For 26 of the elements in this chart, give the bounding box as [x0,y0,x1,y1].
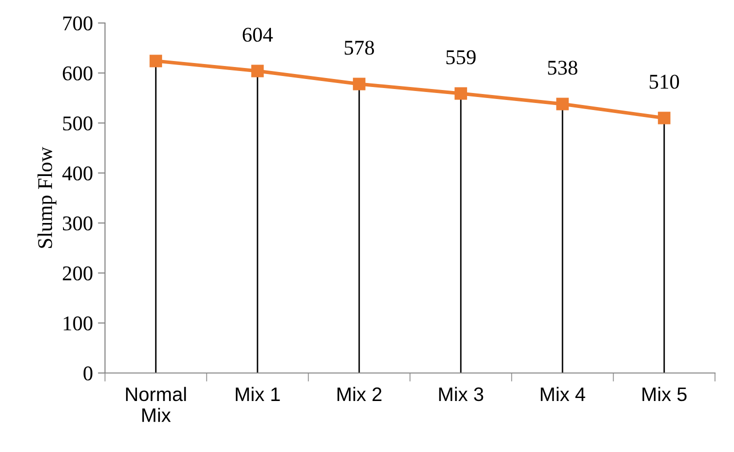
point [150,54,162,68]
data-label: 538 [548,60,578,75]
y-tick-label: 400 [62,166,92,180]
x-tick-label: Normal Mix [126,386,186,422]
x-tick-label: Mix 3 [439,386,484,402]
point [658,112,670,124]
point [251,64,264,78]
point [556,98,569,110]
y-tick-label: 200 [62,266,92,280]
y-axis-title: Slump Flow [37,146,56,248]
y-tick-label: 600 [62,66,92,80]
y-tick-label: 700 [63,16,92,30]
point [454,87,468,100]
point [352,78,366,90]
data-label: 578 [344,40,374,55]
x-tick-label: Mix 5 [642,386,687,402]
x-tick-label: Mix 2 [338,386,382,401]
x-tick-label: Mix 1 [236,386,280,401]
y-tick-label: 300 [62,216,92,230]
x-tick-label: Mix 4 [540,386,586,401]
y-tick-label: 0 [84,366,92,380]
data-label: 510 [650,74,679,89]
y-tick-label: 500 [63,116,92,130]
data-label: 604 [242,28,273,42]
y-tick-label: 100 [64,316,92,330]
data-label: 559 [446,50,476,64]
